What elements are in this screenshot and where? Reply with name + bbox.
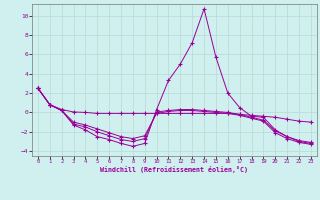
X-axis label: Windchill (Refroidissement éolien,°C): Windchill (Refroidissement éolien,°C) (100, 166, 248, 173)
